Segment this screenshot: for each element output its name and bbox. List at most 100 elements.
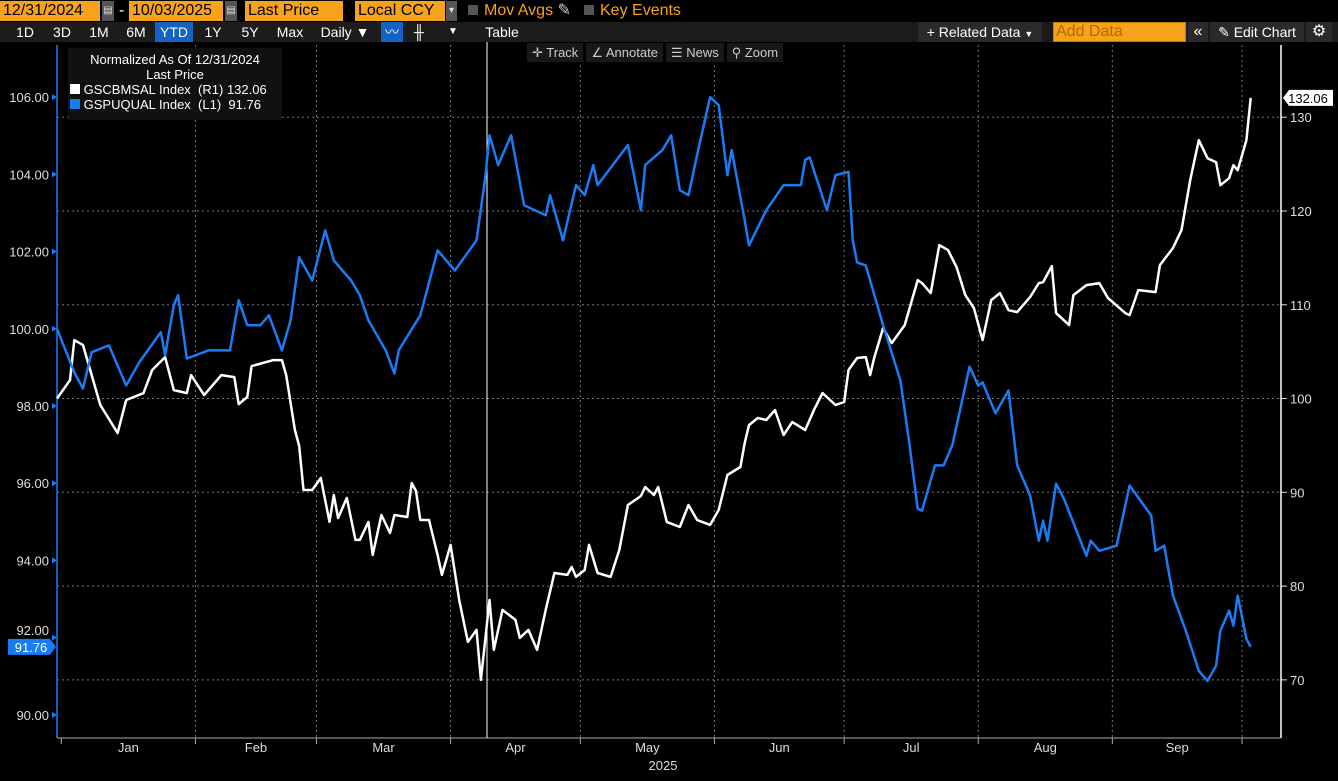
left-tick-label: 100.00 — [9, 322, 49, 337]
track-button[interactable]: ✛ Track — [527, 43, 584, 62]
left-tick-label: 92.00 — [16, 623, 49, 638]
x-tick-label: May — [635, 740, 660, 755]
legend-swatch — [70, 99, 80, 109]
period-1y[interactable]: 1Y — [196, 22, 230, 42]
right-tick-label: 110 — [1290, 298, 1311, 313]
series-line-gspuqual — [55, 95, 1252, 683]
legend-item[interactable]: GSCBMSAL Index (R1) 132.06 — [68, 82, 282, 97]
track-label: Track — [546, 45, 579, 60]
start-date-input[interactable]: 12/31/2024 — [0, 1, 100, 21]
legend-name: GSPUQUAL Index — [83, 97, 191, 112]
key-events-toggle[interactable]: Key Events — [584, 1, 681, 21]
zoom-label: Zoom — [744, 45, 779, 60]
legend-value: 132.06 — [226, 82, 267, 97]
period-1d[interactable]: 1D — [8, 22, 42, 42]
last-value-badge-right — [1283, 89, 1333, 106]
chart-tools: ✛ Track ∠ Annotate ☰ News ⚲ Zoom — [527, 43, 784, 62]
last-value-left: 91.76 — [15, 640, 48, 655]
line-chart-icon[interactable]: 〰 — [381, 22, 403, 42]
key-events-label: Key Events — [600, 2, 681, 19]
frequency-select[interactable]: Daily ▼ — [313, 22, 377, 42]
x-tick-label: Sep — [1166, 740, 1189, 755]
x-tick-label: Feb — [245, 740, 267, 755]
left-tick-label: 94.00 — [16, 553, 49, 568]
x-tick-label: Jun — [769, 740, 790, 755]
gear-icon[interactable]: ⚙ — [1306, 22, 1332, 42]
related-data-label: + Related Data — [926, 24, 1021, 40]
bar-chart-icon[interactable]: ╫ — [405, 22, 433, 42]
legend-subtitle: Last Price — [146, 67, 204, 82]
annotate-label: Annotate — [605, 45, 658, 60]
right-tick-label: 130 — [1290, 110, 1312, 125]
series-line-gscbmsal — [55, 97, 1252, 682]
left-tick — [52, 557, 57, 564]
field-select[interactable]: Last Price — [245, 1, 343, 21]
date-separator: - — [119, 2, 125, 19]
period-5y[interactable]: 5Y — [233, 22, 267, 42]
table-button[interactable]: Table — [470, 22, 534, 42]
end-date-input[interactable]: 10/03/2025 — [129, 1, 223, 21]
legend-value: 91.76 — [228, 97, 261, 112]
right-tick-label: 80 — [1290, 579, 1304, 594]
x-tick-label: Jan — [118, 740, 139, 755]
left-tick-label: 98.00 — [16, 399, 49, 414]
calendar-icon[interactable]: ▤ — [225, 1, 237, 21]
period-1m[interactable]: 1M — [82, 22, 116, 42]
edit-chart-label: Edit Chart — [1233, 24, 1296, 40]
last-value-right: 132.06 — [1288, 91, 1328, 106]
right-tick-label: 90 — [1290, 485, 1304, 500]
legend-axis: (L1) — [198, 97, 222, 112]
pencil-icon[interactable]: ✎ — [557, 2, 571, 19]
right-tick-label: 100 — [1290, 392, 1312, 407]
related-data-button[interactable]: + Related Data ▼ — [918, 22, 1042, 42]
legend: Normalized As Of 12/31/2024 Last Price G… — [68, 48, 282, 120]
left-tick — [52, 94, 57, 101]
left-tick — [52, 634, 57, 641]
period-3d[interactable]: 3D — [45, 22, 79, 42]
x-year-label: 2025 — [649, 758, 678, 773]
edit-chart-button[interactable]: ✎ Edit Chart — [1210, 22, 1304, 42]
period-ytd[interactable]: YTD — [155, 22, 193, 42]
right-tick-label: 70 — [1290, 673, 1304, 688]
news-button[interactable]: ☰ News — [665, 43, 724, 62]
x-tick-label: Aug — [1034, 740, 1057, 755]
left-tick — [52, 480, 57, 487]
left-tick-label: 102.00 — [9, 245, 49, 260]
annotate-button[interactable]: ∠ Annotate — [586, 43, 663, 62]
mov-avgs-toggle[interactable]: Mov Avgs ✎ — [468, 1, 571, 21]
left-tick-label: 104.00 — [9, 167, 49, 182]
mov-avgs-label: Mov Avgs — [484, 2, 554, 19]
left-tick-label: 96.00 — [16, 476, 49, 491]
left-tick — [52, 325, 57, 332]
checkbox[interactable] — [468, 5, 478, 15]
zoom-button[interactable]: ⚲ Zoom — [726, 43, 784, 62]
pencil-icon: ✎ — [1218, 24, 1230, 40]
x-tick-label: Jul — [903, 740, 920, 755]
legend-item[interactable]: GSPUQUAL Index (L1) 91.76 — [68, 97, 282, 112]
x-tick-label: Mar — [372, 740, 395, 755]
legend-swatch — [70, 84, 80, 94]
left-tick — [52, 711, 57, 718]
last-value-badge-left — [8, 638, 56, 655]
add-data-input[interactable]: Add Data — [1053, 22, 1186, 42]
left-tick-label: 90.00 — [16, 708, 49, 723]
legend-axis: (R1) — [198, 82, 224, 97]
currency-select[interactable]: Local CCY — [355, 1, 445, 21]
currency-dropdown-icon[interactable]: ▾ — [446, 1, 457, 21]
checkbox[interactable] — [584, 5, 594, 15]
left-tick — [52, 171, 57, 178]
legend-name: GSCBMSAL Index — [83, 82, 191, 97]
period-max[interactable]: Max — [270, 22, 310, 42]
x-tick-label: Apr — [505, 740, 526, 755]
news-label: News — [686, 45, 719, 60]
right-tick-label: 120 — [1290, 204, 1312, 219]
collapse-button[interactable]: « — [1188, 22, 1208, 42]
calendar-icon[interactable]: ▤ — [102, 1, 114, 21]
period-6m[interactable]: 6M — [120, 22, 152, 42]
legend-title: Normalized As Of 12/31/2024 — [90, 52, 260, 67]
left-tick — [52, 402, 57, 409]
left-tick-label: 106.00 — [9, 90, 49, 105]
chart-type-dropdown-icon[interactable]: ▼ — [440, 22, 466, 42]
left-tick — [52, 248, 57, 255]
add-data-placeholder: Add Data — [1056, 23, 1123, 40]
